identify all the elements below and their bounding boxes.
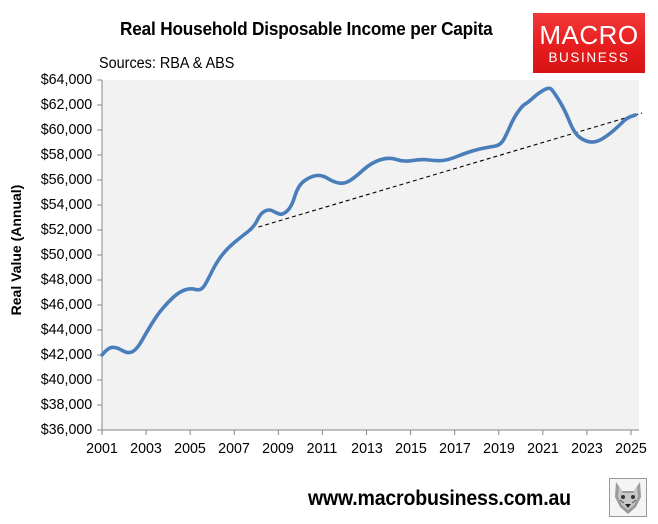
income-series-line — [100, 86, 638, 357]
logo-line-1: MACRO — [539, 20, 639, 50]
logo-line-2: BUSINESS — [548, 50, 630, 65]
trend-line — [258, 112, 643, 228]
y-tick-label: $40,000 — [40, 371, 92, 388]
website-url: www.macrobusiness.com.au — [308, 487, 571, 510]
fox-icon-graphic — [615, 482, 641, 514]
x-tick-label: 2011 — [307, 440, 338, 457]
macrobusiness-logo: MACRO BUSINESS — [533, 13, 645, 73]
x-tick-label: 2009 — [262, 440, 295, 457]
y-tick-label: $58,000 — [40, 146, 92, 163]
x-tick-label: 2023 — [571, 440, 603, 457]
y-tick-label: $62,000 — [40, 96, 92, 113]
x-tick-label: 2013 — [350, 440, 383, 457]
y-tick-label: $36,000 — [40, 421, 92, 438]
plot-area — [102, 80, 639, 430]
chart-title: Real Household Disposable Income per Cap… — [120, 18, 493, 39]
x-tick-label: 2019 — [482, 440, 515, 457]
x-tick-label: 2003 — [130, 440, 162, 457]
y-tick-label: $44,000 — [40, 321, 92, 338]
x-tick-label: 2005 — [174, 440, 207, 457]
y-tick-label: $54,000 — [40, 196, 92, 213]
x-tick-label: 2007 — [218, 440, 251, 457]
axis-lines — [97, 79, 639, 435]
y-tick-label: $50,000 — [40, 246, 92, 263]
y-tick-label: $38,000 — [40, 396, 92, 413]
x-tick-label: 2015 — [394, 440, 427, 457]
x-tick-label: 2017 — [438, 440, 471, 457]
chart-subtitle: Sources: RBA & ABS — [99, 55, 235, 72]
fox-icon — [609, 478, 647, 517]
x-tick-label: 2001 — [86, 440, 118, 457]
y-tick-label: $60,000 — [40, 121, 92, 138]
y-tick-label: $42,000 — [40, 346, 92, 363]
y-tick-label: $46,000 — [40, 296, 92, 313]
y-tick-label: $48,000 — [40, 271, 92, 288]
y-tick-label: $52,000 — [40, 221, 92, 238]
x-tick-label: 2025 — [615, 440, 647, 457]
y-tick-label: $64,000 — [40, 71, 92, 88]
y-tick-label: $56,000 — [40, 171, 92, 188]
x-tick-label: 2021 — [526, 440, 559, 457]
